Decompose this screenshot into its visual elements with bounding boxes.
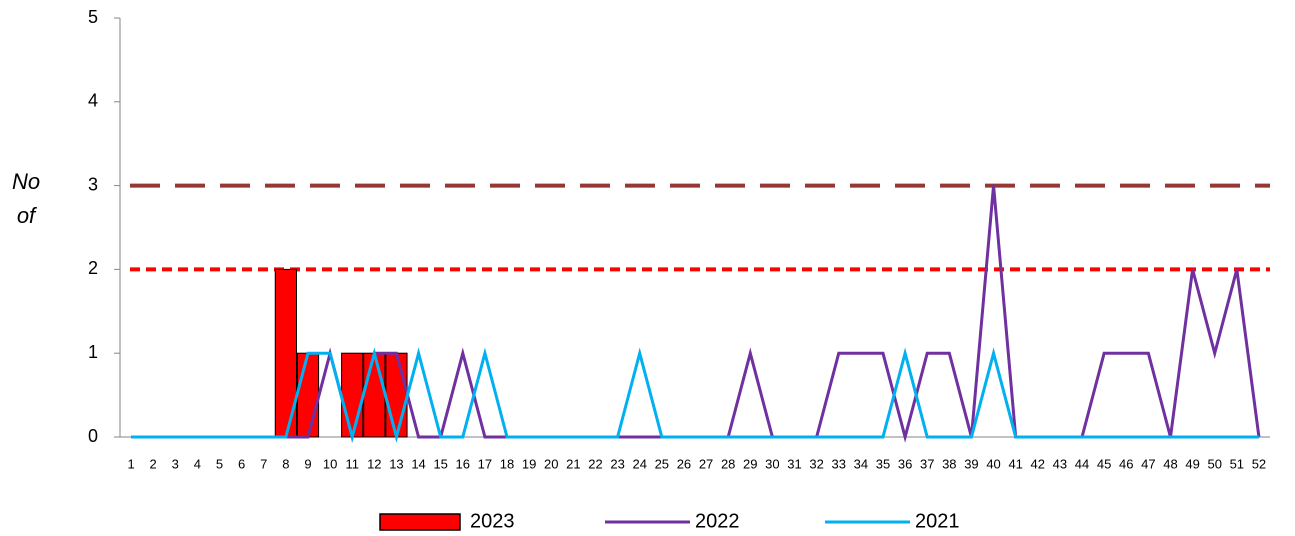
x-tick-label: 40	[986, 456, 1000, 471]
y-tick-label: 5	[88, 7, 98, 27]
x-tick-label: 28	[721, 456, 735, 471]
x-tick-label: 10	[323, 456, 337, 471]
x-tick-label: 35	[876, 456, 890, 471]
x-tick-label: 52	[1252, 456, 1266, 471]
legend-swatch	[379, 513, 461, 531]
x-tick-label: 3	[172, 456, 179, 471]
x-tick-label: 25	[655, 456, 669, 471]
x-tick-label: 14	[411, 456, 425, 471]
x-tick-label: 36	[898, 456, 912, 471]
x-tick-label: 44	[1075, 456, 1089, 471]
x-tick-label: 24	[632, 456, 646, 471]
x-tick-label: 8	[282, 456, 289, 471]
legend-label: 2022	[695, 510, 740, 532]
x-tick-label: 41	[1008, 456, 1022, 471]
x-tick-label: 34	[854, 456, 868, 471]
x-tick-label: 33	[832, 456, 846, 471]
x-tick-label: 31	[787, 456, 801, 471]
x-tick-label: 43	[1053, 456, 1067, 471]
x-tick-label: 42	[1031, 456, 1045, 471]
y-tick-label: 0	[88, 426, 98, 446]
x-tick-label: 48	[1163, 456, 1177, 471]
x-tick-label: 30	[765, 456, 779, 471]
x-tick-label: 37	[920, 456, 934, 471]
x-tick-label: 2	[150, 456, 157, 471]
x-tick-label: 12	[367, 456, 381, 471]
x-tick-label: 49	[1185, 456, 1199, 471]
x-tick-label: 6	[238, 456, 245, 471]
x-tick-label: 20	[544, 456, 558, 471]
x-tick-label: 46	[1119, 456, 1133, 471]
bar	[341, 352, 364, 438]
y-tick-label: 4	[88, 91, 98, 111]
y-tick-label: 2	[88, 258, 98, 278]
x-tick-label: 22	[588, 456, 602, 471]
bar	[363, 352, 386, 438]
x-tick-label: 26	[677, 456, 691, 471]
x-tick-label: 50	[1207, 456, 1221, 471]
x-tick-label: 47	[1141, 456, 1155, 471]
x-tick-label: 38	[942, 456, 956, 471]
y-axis-label: No of	[11, 169, 41, 228]
x-tick-label: 4	[194, 456, 201, 471]
x-tick-label: 21	[566, 456, 580, 471]
x-tick-label: 17	[478, 456, 492, 471]
x-tick-label: 19	[522, 456, 536, 471]
x-tick-label: 9	[304, 456, 311, 471]
x-tick-label: 15	[433, 456, 447, 471]
x-tick-label: 18	[500, 456, 514, 471]
x-tick-label: 7	[260, 456, 267, 471]
legend-label: 2023	[470, 510, 515, 532]
legend-label: 2021	[915, 510, 960, 532]
y-tick-label: 3	[88, 174, 98, 194]
x-tick-label: 51	[1230, 456, 1244, 471]
x-tick-label: 27	[699, 456, 713, 471]
bar	[385, 352, 408, 438]
x-tick-label: 13	[389, 456, 403, 471]
x-tick-label: 5	[216, 456, 223, 471]
y-tick-label: 1	[88, 342, 98, 362]
x-tick-label: 45	[1097, 456, 1111, 471]
bar	[296, 352, 320, 438]
x-tick-label: 23	[610, 456, 624, 471]
x-tick-label: 39	[964, 456, 978, 471]
x-tick-label: 29	[743, 456, 757, 471]
x-tick-label: 16	[456, 456, 470, 471]
x-tick-label: 1	[127, 456, 134, 471]
x-tick-label: 32	[809, 456, 823, 471]
line-series	[131, 347, 1259, 443]
x-tick-label: 11	[345, 456, 359, 471]
